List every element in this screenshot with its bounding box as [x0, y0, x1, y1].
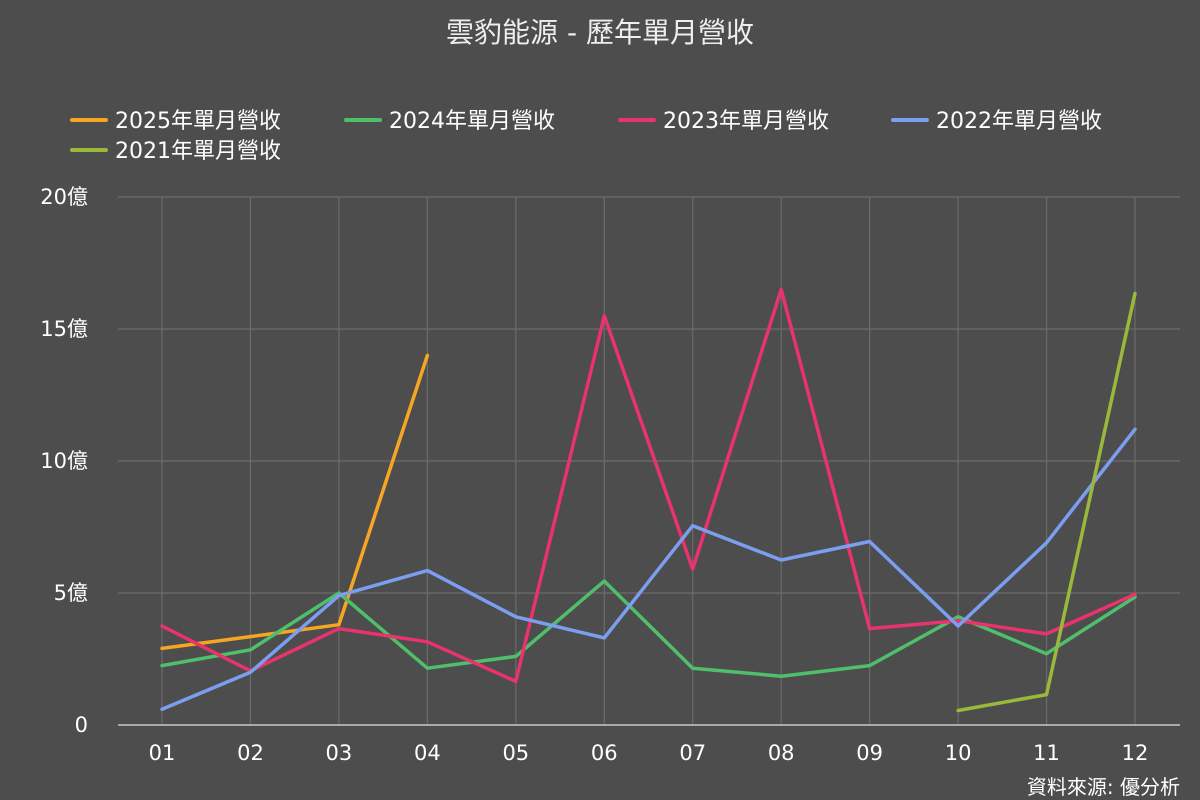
legend-item[interactable]: 2021年單月營收 — [70, 139, 281, 164]
y-tick-label: 15億 — [40, 317, 88, 341]
series-line-2022年單月營收 — [160, 427, 1137, 711]
y-tick-labels: 0 5億 10億 15億 20億 — [40, 185, 88, 737]
series-line-2021年單月營收 — [956, 291, 1137, 713]
legend-item[interactable]: 2025年單月營收 — [70, 109, 281, 134]
series-group — [160, 287, 1137, 713]
legend-item[interactable]: 2022年單月營收 — [891, 109, 1102, 134]
y-tick-label: 20億 — [40, 185, 88, 209]
y-tick-label: 0 — [75, 713, 88, 737]
y-tick-label: 10億 — [40, 449, 88, 473]
source-note: 資料來源: 優分析 — [1027, 775, 1180, 799]
x-tick-label: 05 — [502, 741, 529, 765]
x-tick-label: 08 — [768, 741, 795, 765]
x-tick-label: 01 — [149, 741, 176, 765]
legend-label: 2024年單月營收 — [389, 109, 555, 134]
grid — [118, 196, 1180, 726]
x-tick-label: 11 — [1033, 741, 1060, 765]
x-tick-label: 09 — [856, 741, 883, 765]
legend-label: 2022年單月營收 — [936, 109, 1102, 134]
x-tick-label: 06 — [591, 741, 618, 765]
x-tick-label: 04 — [414, 741, 441, 765]
legend-label: 2025年單月營收 — [115, 109, 281, 134]
x-tick-label: 10 — [945, 741, 972, 765]
series-line-2025年單月營收 — [160, 353, 430, 651]
x-tick-label: 02 — [237, 741, 264, 765]
legend-item[interactable]: 2024年單月營收 — [344, 109, 555, 134]
y-tick-label: 5億 — [54, 581, 88, 605]
legend: 2025年單月營收 2024年單月營收 2023年單月營收 2022年單月營收 2021… — [70, 109, 1102, 164]
legend-label: 2021年單月營收 — [115, 139, 281, 164]
legend-item[interactable]: 2023年單月營收 — [618, 109, 829, 134]
x-tick-labels: 01 02 03 04 05 06 07 08 09 10 11 12 — [149, 741, 1149, 765]
series-line-2023年單月營收 — [160, 287, 1137, 684]
x-tick-label: 07 — [679, 741, 706, 765]
x-tick-label: 12 — [1122, 741, 1149, 765]
chart-title: 雲豹能源 - 歷年單月營收 — [446, 16, 754, 49]
legend-label: 2023年單月營收 — [663, 109, 829, 134]
x-tick-label: 03 — [326, 741, 353, 765]
